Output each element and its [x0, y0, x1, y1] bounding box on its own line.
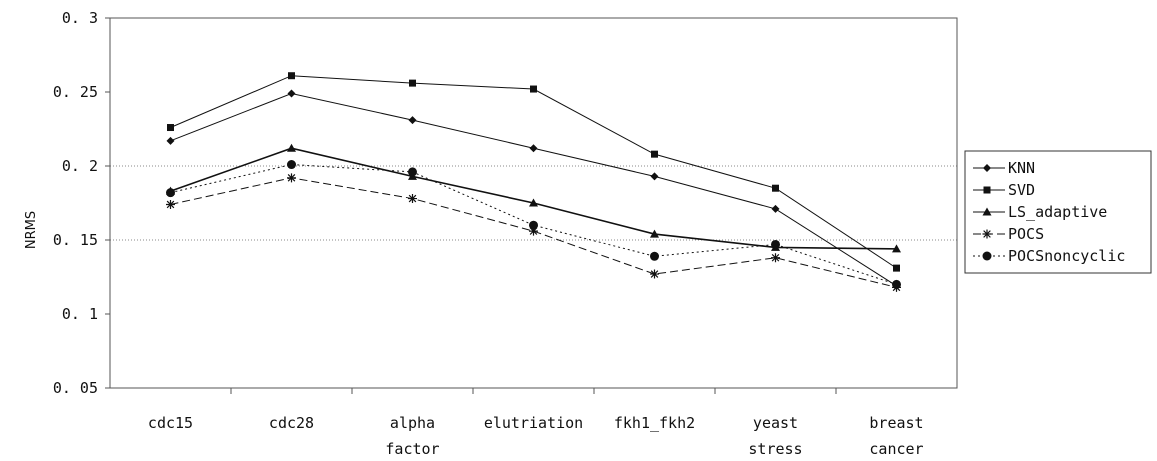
circle-marker	[771, 239, 780, 249]
legend-item: POCS	[973, 225, 1044, 243]
y-tick-label: 0. 3	[62, 9, 98, 27]
legend-label: POCS	[1008, 225, 1044, 243]
star-marker	[529, 226, 538, 236]
circle-marker	[650, 251, 659, 261]
legend-label: SVD	[1008, 181, 1035, 199]
triangle-marker	[892, 244, 901, 253]
plot-area-frame	[109, 17, 958, 389]
y-tick-labels: 0. 05 0. 1 0. 15 0. 2 0. 25 0. 3	[53, 9, 98, 397]
series-svd	[167, 72, 900, 272]
legend-item: KNN	[973, 159, 1035, 177]
y-tick-label: 0. 1	[62, 305, 98, 323]
circle-marker	[166, 188, 175, 198]
star-marker	[650, 269, 659, 279]
series-pocsnoncyclic	[166, 160, 901, 289]
series-lines	[166, 72, 901, 292]
legend-label: KNN	[1008, 159, 1035, 177]
legend-label: LS_adaptive	[1008, 203, 1107, 221]
grid-lines	[110, 165, 957, 241]
star-marker	[287, 173, 296, 183]
x-tick-label: breast	[869, 414, 923, 432]
star-marker	[982, 229, 992, 239]
circle-marker	[982, 251, 992, 261]
square-marker	[167, 124, 174, 132]
circle-marker	[529, 220, 538, 230]
diamond-marker	[408, 116, 417, 125]
x-tick-label: stress	[748, 440, 802, 458]
diamond-marker	[529, 144, 538, 153]
square-marker	[530, 85, 537, 93]
diamond-marker	[650, 172, 659, 181]
series-line	[170, 92, 897, 287]
circle-marker	[287, 160, 296, 170]
triangle-marker	[287, 143, 296, 152]
y-axis-title: NRMS	[24, 211, 39, 249]
square-marker	[983, 186, 991, 194]
x-tick-label: cdc15	[148, 414, 193, 432]
diamond-marker	[771, 204, 780, 213]
square-marker	[288, 72, 295, 80]
x-tick-label: yeast	[753, 414, 798, 432]
series-knn	[166, 89, 901, 290]
series-pocs	[166, 173, 901, 292]
legend-item: LS_adaptive	[973, 203, 1107, 221]
diamond-marker	[983, 164, 991, 172]
y-tick-label: 0. 15	[53, 231, 98, 249]
legend: KNN SVD LS_adaptive POCS POCSnoncyclic	[964, 150, 1152, 274]
circle-marker	[408, 167, 417, 177]
x-tick-labels: cdc15 cdc28 alpha factor elutriation fkh1_fkh…	[148, 414, 924, 458]
legend-item: SVD	[973, 181, 1035, 199]
x-tick-label: alpha	[390, 414, 435, 432]
square-marker	[893, 264, 900, 272]
x-tick-label: fkh1_fkh2	[614, 414, 695, 432]
y-tick-label: 0. 2	[62, 157, 98, 175]
x-tick-label: factor	[385, 440, 439, 458]
x-tick-label: elutriation	[484, 414, 583, 432]
series-line	[170, 75, 897, 269]
y-tick-label: 0. 05	[53, 379, 98, 397]
axes	[105, 17, 958, 394]
square-marker	[651, 150, 658, 158]
x-tick-label: cancer	[869, 440, 923, 458]
legend-item: POCSnoncyclic	[973, 247, 1125, 265]
diamond-marker	[287, 89, 296, 98]
triangle-marker	[982, 207, 992, 216]
x-tick-label: cdc28	[269, 414, 314, 432]
diamond-marker	[166, 136, 175, 145]
star-marker	[408, 194, 417, 204]
legend-label: POCSnoncyclic	[1008, 247, 1125, 265]
square-marker	[772, 184, 779, 192]
triangle-marker	[529, 198, 538, 207]
star-marker	[166, 199, 175, 209]
y-tick-label: 0. 25	[53, 83, 98, 101]
star-marker	[771, 253, 780, 263]
circle-marker	[892, 279, 901, 289]
square-marker	[409, 79, 416, 87]
triangle-marker	[650, 229, 659, 238]
